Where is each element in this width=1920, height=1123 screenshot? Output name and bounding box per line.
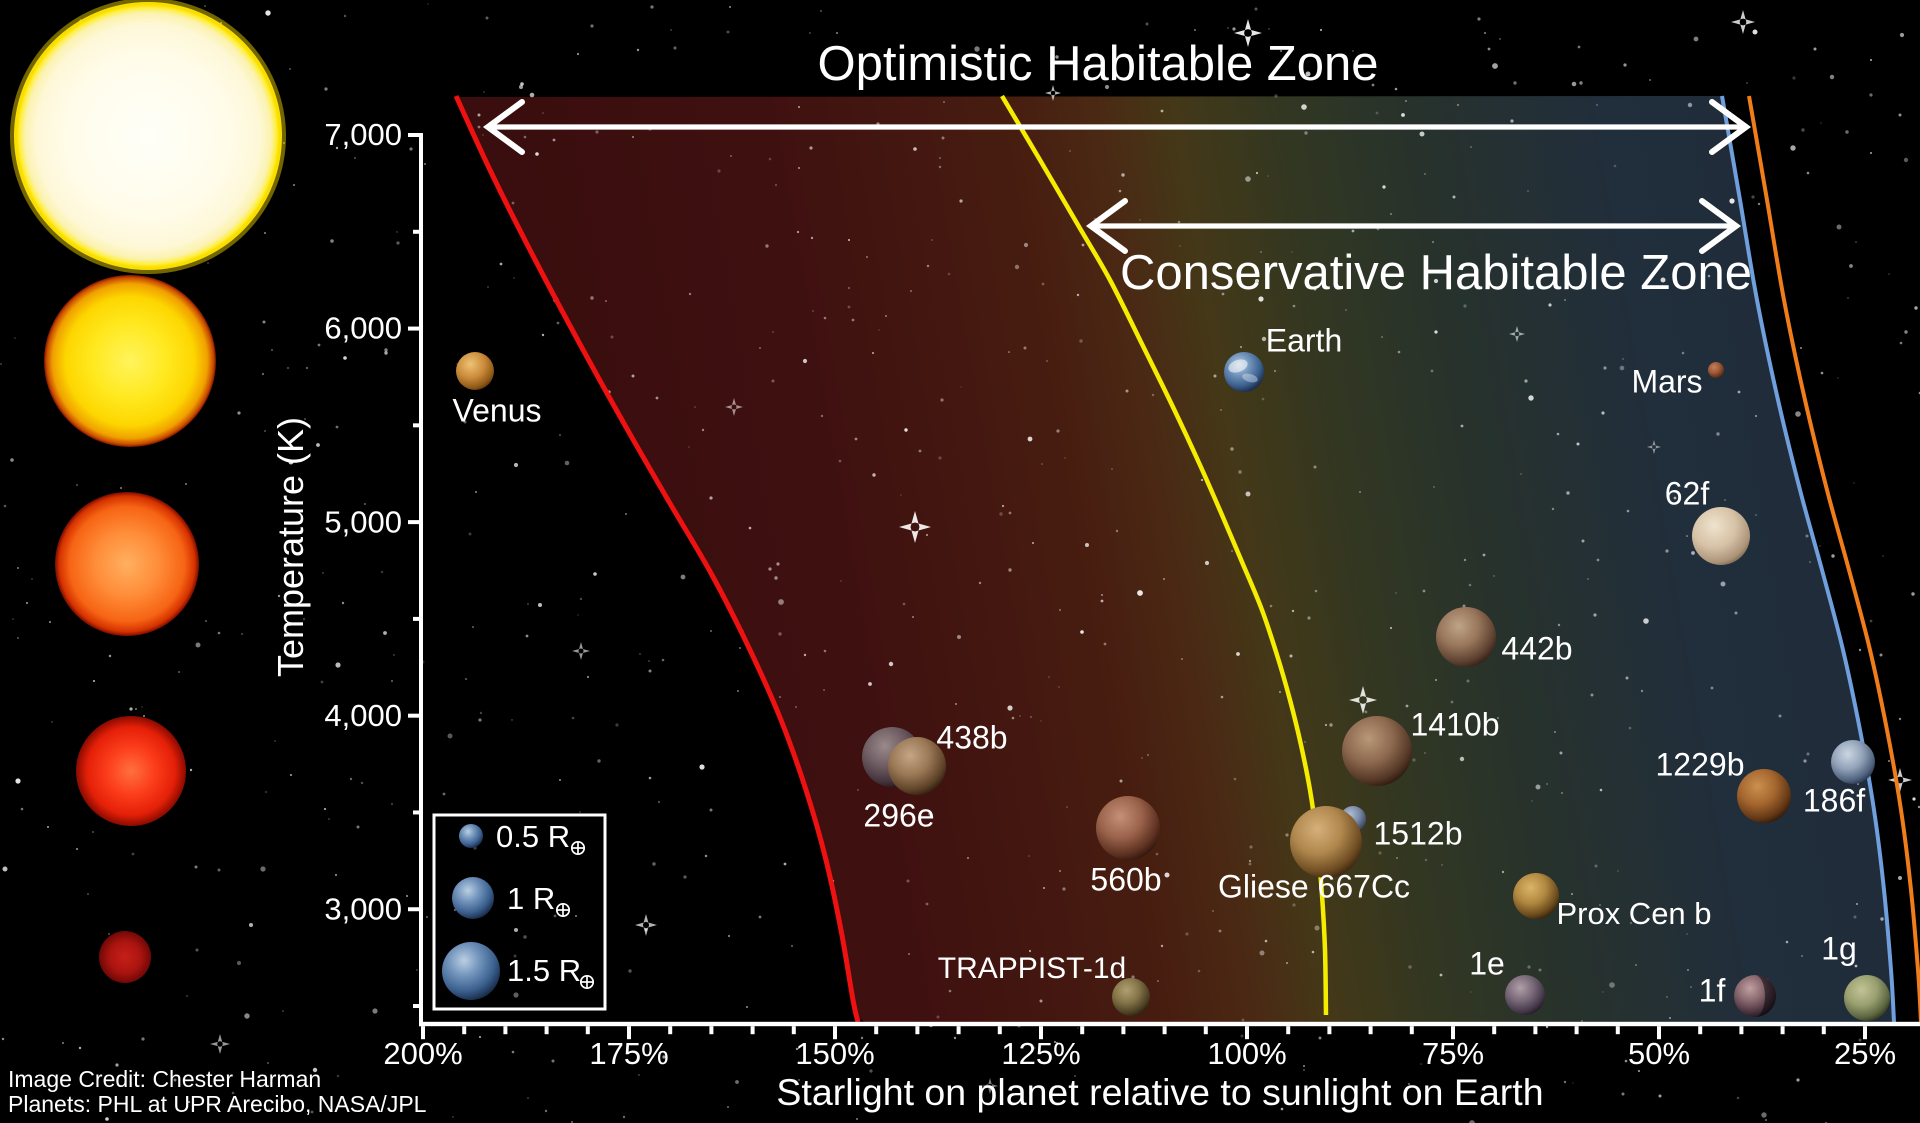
svg-text:Mars: Mars xyxy=(1631,363,1702,399)
svg-text:Temperature (K): Temperature (K) xyxy=(270,417,311,677)
svg-text:560b: 560b xyxy=(1090,861,1161,897)
svg-text:0.5 R: 0.5 R xyxy=(496,819,570,854)
svg-text:Planets: PHL at UPR Arecibo,: Planets: PHL at UPR Arecibo, NASA/JPL xyxy=(8,1091,427,1117)
svg-text:50%: 50% xyxy=(1628,1036,1690,1071)
svg-text:200%: 200% xyxy=(383,1036,462,1071)
svg-text:Starlight on planet relative t: Starlight on planet relative to sunlight… xyxy=(776,1071,1543,1113)
svg-text:175%: 175% xyxy=(589,1036,668,1071)
svg-text:1 R: 1 R xyxy=(507,881,555,916)
svg-text:1410b: 1410b xyxy=(1411,706,1500,742)
svg-text:1229b: 1229b xyxy=(1656,746,1745,782)
svg-text:3,000: 3,000 xyxy=(324,891,402,926)
svg-text:150%: 150% xyxy=(795,1036,874,1071)
svg-text:1f: 1f xyxy=(1699,972,1726,1008)
svg-text:6,000: 6,000 xyxy=(324,311,402,346)
svg-text:100%: 100% xyxy=(1207,1036,1286,1071)
svg-text:5,000: 5,000 xyxy=(324,504,402,539)
svg-text:296e: 296e xyxy=(863,797,934,833)
svg-text:Gliese 667Cc: Gliese 667Cc xyxy=(1218,868,1410,904)
svg-text:Conservative Habitable Zone: Conservative Habitable Zone xyxy=(1120,246,1752,300)
svg-text:125%: 125% xyxy=(1001,1036,1080,1071)
svg-text:Prox Cen b: Prox Cen b xyxy=(1556,896,1711,931)
svg-text:25%: 25% xyxy=(1834,1036,1896,1071)
svg-text:442b: 442b xyxy=(1501,630,1572,666)
svg-text:TRAPPIST-1d: TRAPPIST-1d xyxy=(938,952,1126,985)
svg-text:Venus: Venus xyxy=(453,392,542,428)
svg-text:1g: 1g xyxy=(1821,930,1857,966)
svg-text:1e: 1e xyxy=(1469,945,1505,981)
svg-text:7,000: 7,000 xyxy=(324,117,402,152)
svg-text:1.5 R: 1.5 R xyxy=(507,953,581,988)
svg-text:62f: 62f xyxy=(1665,475,1710,511)
svg-text:438b: 438b xyxy=(936,719,1007,755)
svg-text:Optimistic Habitable Zone: Optimistic Habitable Zone xyxy=(817,37,1378,91)
svg-text:Image Credit: Chester Harman: Image Credit: Chester Harman xyxy=(8,1066,321,1092)
svg-text:4,000: 4,000 xyxy=(324,698,402,733)
svg-text:1512b: 1512b xyxy=(1374,815,1463,851)
svg-text:Earth: Earth xyxy=(1266,322,1342,358)
svg-text:75%: 75% xyxy=(1422,1036,1484,1071)
svg-text:186f: 186f xyxy=(1803,782,1865,818)
